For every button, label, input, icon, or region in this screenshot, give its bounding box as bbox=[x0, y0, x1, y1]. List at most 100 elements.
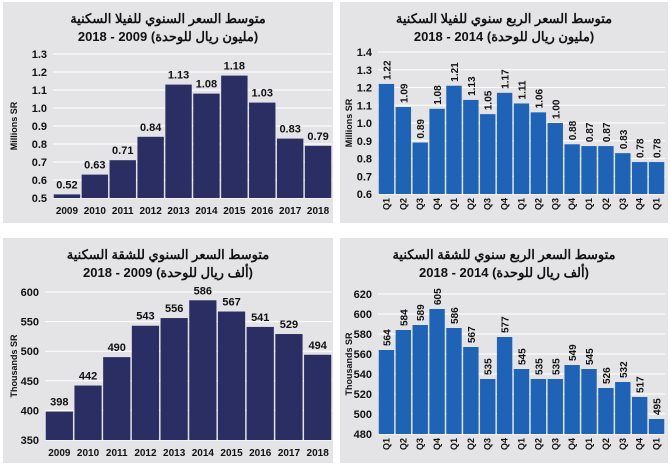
data-label: 0.52 bbox=[56, 179, 77, 191]
bar bbox=[395, 107, 412, 194]
bar bbox=[131, 325, 160, 440]
data-label: 1.05 bbox=[484, 90, 495, 110]
y-tick-label: 1.2 bbox=[357, 83, 372, 95]
data-label: 0.83 bbox=[619, 129, 630, 149]
x-tick-label: Q2 bbox=[466, 198, 476, 210]
data-label: 535 bbox=[534, 358, 545, 375]
data-label: 586 bbox=[194, 285, 212, 297]
y-tick-label: 600 bbox=[21, 287, 39, 299]
y-tick-label: 0.9 bbox=[32, 121, 47, 133]
data-label: 584 bbox=[399, 309, 410, 326]
bar bbox=[463, 99, 479, 194]
x-tick-label: 2010 bbox=[77, 448, 100, 459]
bar bbox=[189, 300, 217, 440]
x-tick-label: 2011 bbox=[106, 448, 128, 459]
data-label: 567 bbox=[222, 297, 240, 309]
bar bbox=[615, 382, 631, 434]
bar bbox=[480, 379, 496, 434]
x-tick-label: 2016 bbox=[249, 448, 272, 459]
y-tick-label: 350 bbox=[21, 435, 39, 447]
bar bbox=[304, 354, 332, 440]
bar bbox=[53, 194, 81, 198]
data-label: 442 bbox=[79, 371, 97, 383]
bar bbox=[615, 153, 631, 194]
data-label: 1.21 bbox=[450, 62, 461, 82]
chart-title: متوسط السعر السنوي للشقة السكنية bbox=[66, 247, 270, 262]
bar bbox=[109, 160, 136, 198]
y-tick-label: 1.3 bbox=[32, 49, 47, 61]
data-label: 398 bbox=[50, 397, 68, 409]
bar bbox=[81, 174, 109, 198]
x-tick-label: Q1 bbox=[517, 198, 527, 210]
bar bbox=[395, 330, 412, 434]
bar bbox=[480, 114, 496, 194]
bar bbox=[547, 123, 563, 194]
y-tick-label: 1.4 bbox=[357, 47, 373, 59]
chart-title: متوسط السعر الربع سنوي للشقة السكنية bbox=[392, 247, 616, 262]
bar bbox=[221, 75, 248, 198]
data-label: 526 bbox=[602, 367, 613, 384]
chart-svg: 0.5 0.6 0.7 0.8 0.9 1.0 1.1 1.2 1.3 Millions SR 0.… bbox=[9, 49, 332, 217]
bar bbox=[193, 93, 220, 198]
x-tick-label: 2011 bbox=[112, 206, 134, 217]
x-tick-label: 2013 bbox=[167, 206, 190, 217]
bar bbox=[581, 369, 597, 434]
x-tick-label: 2018 bbox=[307, 448, 330, 459]
chart-annual-villa: متوسط السعر السنوي للفيلا السكنية (مليون… bbox=[3, 2, 333, 223]
data-label: 549 bbox=[568, 344, 579, 361]
y-tick-label: 560 bbox=[354, 349, 372, 361]
x-tick-label: Q3 bbox=[483, 198, 493, 210]
x-tick-label: 2013 bbox=[163, 448, 186, 459]
x-tick-label: Q2 bbox=[601, 438, 611, 450]
y-axis-label: Thousands SR bbox=[344, 332, 354, 396]
bar bbox=[412, 142, 428, 194]
y-tick-label: 0.7 bbox=[32, 157, 47, 169]
bar bbox=[45, 411, 73, 440]
y-tick-label: 480 bbox=[354, 429, 372, 441]
x-tick-label: Q3 bbox=[618, 438, 628, 450]
x-tick-label: Q1 bbox=[652, 198, 662, 210]
x-tick-label: Q1 bbox=[381, 198, 391, 210]
x-tick-label: Q4 bbox=[432, 198, 442, 210]
chart-svg: 0.6 0.7 0.8 0.9 1.0 1.1 1.2 1.3 1.4 Millions SR 1.… bbox=[344, 47, 665, 210]
x-tick-label: 2009 bbox=[56, 206, 79, 217]
bar bbox=[446, 328, 462, 434]
chart-quarterly-villa: متوسط السعر الربع سنوي للفيلا السكنية (م… bbox=[340, 2, 668, 223]
x-tick-label: Q4 bbox=[500, 438, 510, 450]
data-label: 586 bbox=[450, 307, 461, 324]
y-tick-label: 550 bbox=[21, 317, 39, 329]
x-tick-label: 2018 bbox=[307, 206, 330, 217]
chart-annual-apartment: متوسط السعر السنوي للشقة السكنية (ألف ري… bbox=[3, 238, 333, 463]
data-label: 589 bbox=[416, 304, 427, 321]
x-tick-label: 2012 bbox=[134, 448, 157, 459]
data-label: 0.87 bbox=[585, 122, 596, 142]
bar bbox=[496, 92, 513, 194]
y-tick-label: 1.2 bbox=[32, 67, 47, 79]
bar bbox=[137, 136, 164, 198]
bar bbox=[513, 369, 530, 434]
data-label: 1.06 bbox=[534, 88, 545, 108]
bar bbox=[496, 337, 513, 434]
bar bbox=[581, 146, 597, 194]
x-tick-label: Q1 bbox=[652, 438, 662, 450]
x-tick-label: Q4 bbox=[500, 198, 510, 210]
x-tick-label: 2012 bbox=[140, 206, 163, 217]
data-label: 577 bbox=[501, 316, 512, 333]
data-label: 535 bbox=[484, 358, 495, 375]
y-tick-label: 1.0 bbox=[32, 103, 47, 115]
x-tick-label: Q1 bbox=[449, 438, 459, 450]
x-tick-label: Q2 bbox=[398, 198, 408, 210]
data-label: 1.11 bbox=[518, 80, 529, 99]
x-tick-label: Q2 bbox=[601, 198, 611, 210]
data-label: 0.63 bbox=[84, 160, 105, 172]
bar bbox=[304, 145, 332, 198]
chart-subtitle: (مليون ريال للوحدة) 2009 - 2018 bbox=[77, 29, 259, 44]
data-label: 0.89 bbox=[416, 119, 427, 139]
bar bbox=[378, 350, 395, 434]
data-label: 0.84 bbox=[140, 122, 162, 134]
y-tick-label: 1.1 bbox=[357, 100, 372, 112]
x-tick-label: 2009 bbox=[48, 448, 71, 459]
bar bbox=[276, 138, 304, 198]
x-tick-label: 2014 bbox=[195, 206, 218, 217]
bar bbox=[103, 357, 131, 440]
